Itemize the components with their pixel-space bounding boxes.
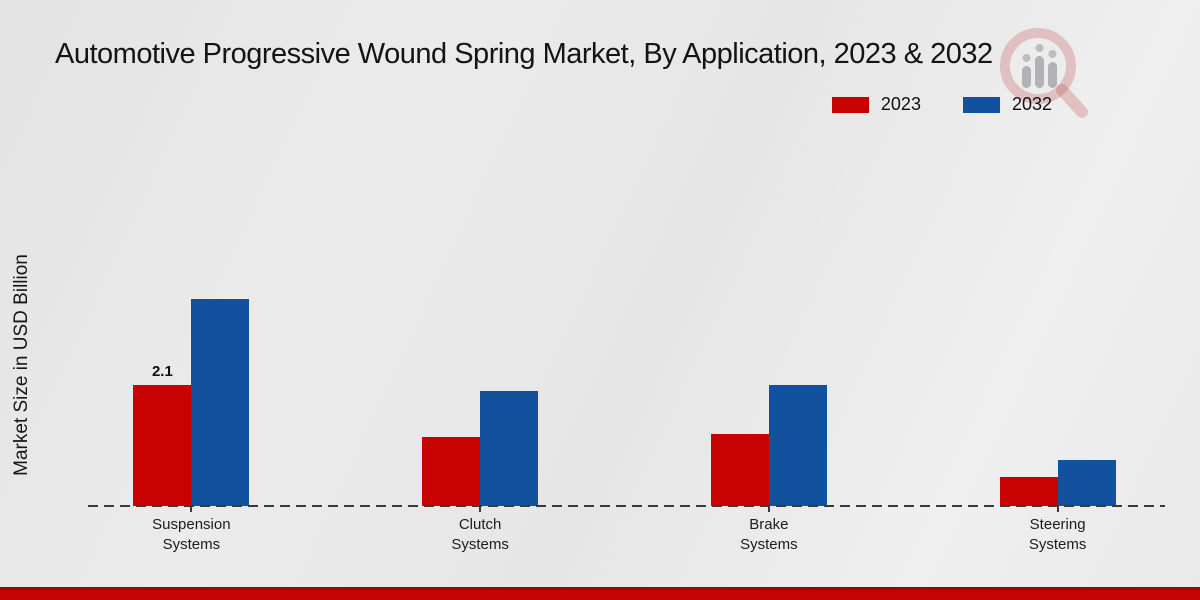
x-axis-tick [190,506,193,512]
bar-2032-category-3 [768,385,827,506]
x-axis-tick [767,506,770,512]
bar-group: Brake Systems [625,280,914,553]
legend-label-2023: 2023 [880,94,921,114]
y-axis-label: Market Size in USD Billion [11,254,32,476]
legend-item-2023: 2023 [831,94,921,115]
footer-accent-bar [0,587,1200,600]
legend-swatch-2023 [831,96,869,113]
x-axis-tick [479,506,482,512]
bar-value-label: 2.1 [151,363,173,380]
category-label: Brake Systems [740,516,798,554]
category-label: Suspension Systems [152,516,231,554]
bar-2032-category-2 [480,391,539,506]
legend-item-2032: 2032 [962,94,1052,115]
category-label: Steering Systems [1028,516,1087,554]
bar-2023-category-2 [422,437,481,506]
chart-title: Automotive Progressive Wound Spring Mark… [55,38,993,70]
bar-2023-category-1: 2.1 [133,363,192,506]
bar-groups: 2.1 Suspension Systems Clutch Systems Brake… [47,280,1200,553]
bar-2032-category-1 [191,299,250,506]
plot-area: 2.1 Suspension Systems Clutch Systems Brake… [47,280,1200,553]
legend-label-2032: 2032 [1011,94,1052,114]
bar-2032-category-4 [1057,460,1116,506]
magnifier-bar-chart-watermark-icon [1000,28,1088,118]
bar-group: 2.1 Suspension Systems [47,280,336,553]
bar-2023-category-3 [710,434,769,506]
legend: 2023 2032 [831,94,1052,115]
bar-2023-category-4 [999,477,1058,506]
bar-group: Clutch Systems [336,280,625,553]
x-axis-tick [1056,506,1059,512]
legend-swatch-2032 [962,96,1000,113]
bar-group: Steering Systems [913,280,1200,553]
x-axis-baseline [88,505,1165,507]
category-label: Clutch Systems [451,516,509,554]
